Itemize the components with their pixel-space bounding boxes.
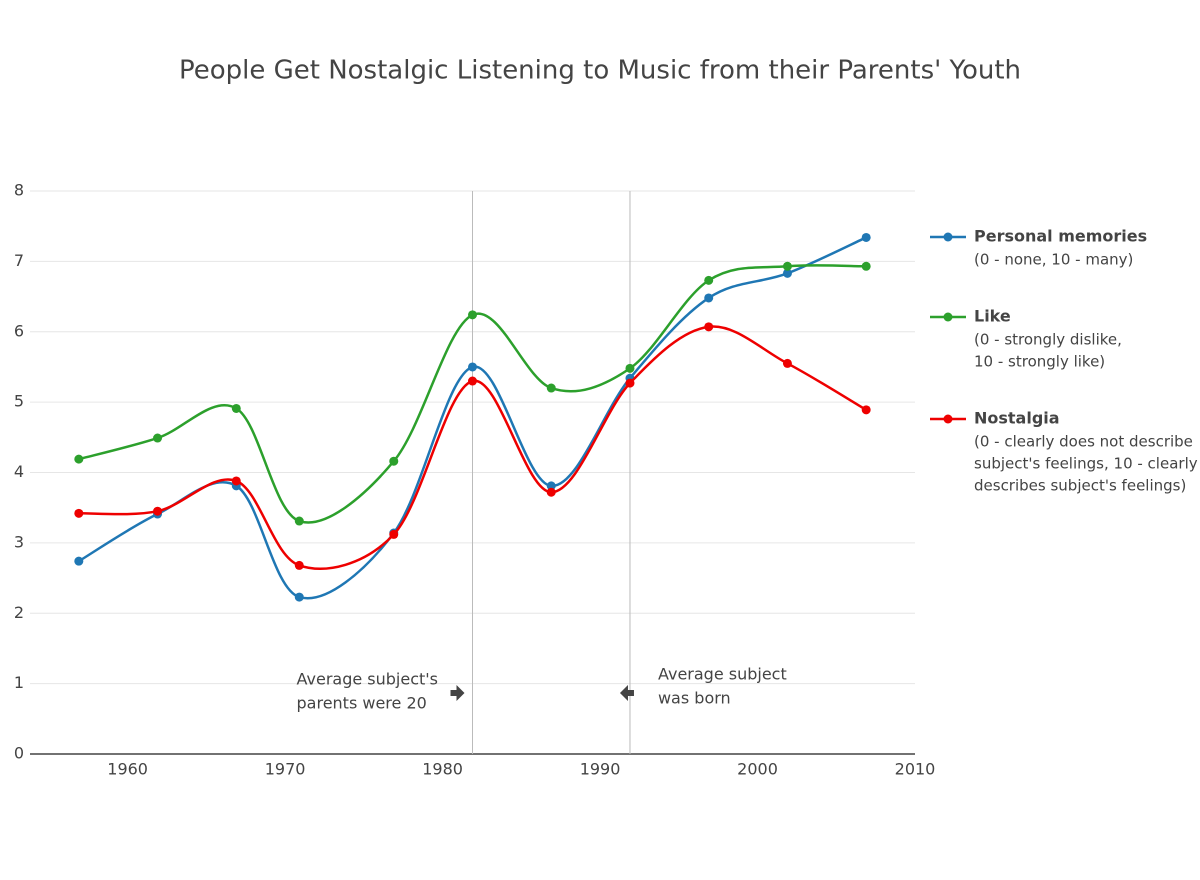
chart-title: People Get Nostalgic Listening to Music … (179, 56, 1021, 86)
marker (861, 405, 871, 415)
marker (389, 456, 399, 466)
marker (153, 506, 163, 516)
marker (861, 261, 871, 271)
marker (704, 293, 714, 303)
x-tick-label: 2000 (737, 760, 778, 779)
legend-label: Like (974, 307, 1011, 326)
x-tick-label: 1990 (580, 760, 621, 779)
x-tick-label: 1980 (422, 760, 463, 779)
marker (74, 508, 84, 518)
marker (861, 232, 871, 242)
legend-note: describes subject's feelings) (974, 477, 1186, 495)
marker (74, 556, 84, 566)
marker (231, 476, 241, 486)
annotation-arrow (450, 685, 465, 701)
marker (389, 529, 399, 539)
marker (704, 322, 714, 332)
annotation-text: was born (658, 689, 731, 708)
legend-marker (943, 232, 953, 242)
marker (468, 362, 477, 372)
legend-item: Personal memories (0 - none, 10 - many) (930, 227, 1147, 269)
legend-marker (943, 414, 953, 424)
legend-label: Personal memories (974, 227, 1147, 246)
annotation-text: Average subject's (297, 670, 439, 689)
y-tick-label: 6 (14, 321, 24, 340)
y-tick-label: 2 (14, 603, 24, 622)
y-tick-label: 4 (14, 462, 24, 481)
marker (74, 454, 84, 464)
marker (625, 378, 635, 388)
annotation-text: parents were 20 (297, 694, 427, 713)
marker (468, 376, 477, 386)
marker (704, 275, 714, 285)
y-tick-label: 5 (14, 392, 24, 411)
marker (231, 403, 241, 413)
legend-item: Nostalgia (0 - clearly does not describe s… (930, 409, 1198, 495)
marker (546, 487, 556, 497)
marker (468, 310, 477, 320)
legend-item: Like (0 - strongly dislike, 10 - strongly … (930, 307, 1122, 371)
y-tick-label: 8 (14, 181, 24, 200)
legend-note: (0 - clearly does not describe (974, 433, 1193, 451)
legend-note: subject's feelings, 10 - clearly (974, 455, 1198, 473)
y-tick-label: 7 (14, 251, 24, 270)
marker (294, 560, 304, 570)
legend-label: Nostalgia (974, 409, 1060, 428)
y-tick-label: 0 (14, 744, 24, 763)
annotation-text: Average subject (658, 665, 787, 684)
marker (782, 261, 792, 271)
y-tick-label: 1 (14, 673, 24, 692)
marker (546, 383, 556, 393)
legend-note: (0 - strongly dislike, (974, 331, 1122, 349)
legend-note: 10 - strongly like) (974, 353, 1105, 371)
marker (294, 516, 304, 526)
marker (782, 358, 792, 368)
legend-note: (0 - none, 10 - many) (974, 251, 1133, 269)
x-tick-label: 1970 (265, 760, 306, 779)
marker (294, 592, 304, 602)
marker (625, 363, 635, 373)
x-tick-label: 2010 (895, 760, 936, 779)
legend-marker (943, 312, 953, 322)
marker (153, 433, 163, 443)
marker (782, 268, 792, 278)
y-tick-label: 3 (14, 532, 24, 551)
annotation-arrow (619, 685, 634, 701)
x-tick-label: 1960 (107, 760, 148, 779)
marker (546, 481, 556, 491)
